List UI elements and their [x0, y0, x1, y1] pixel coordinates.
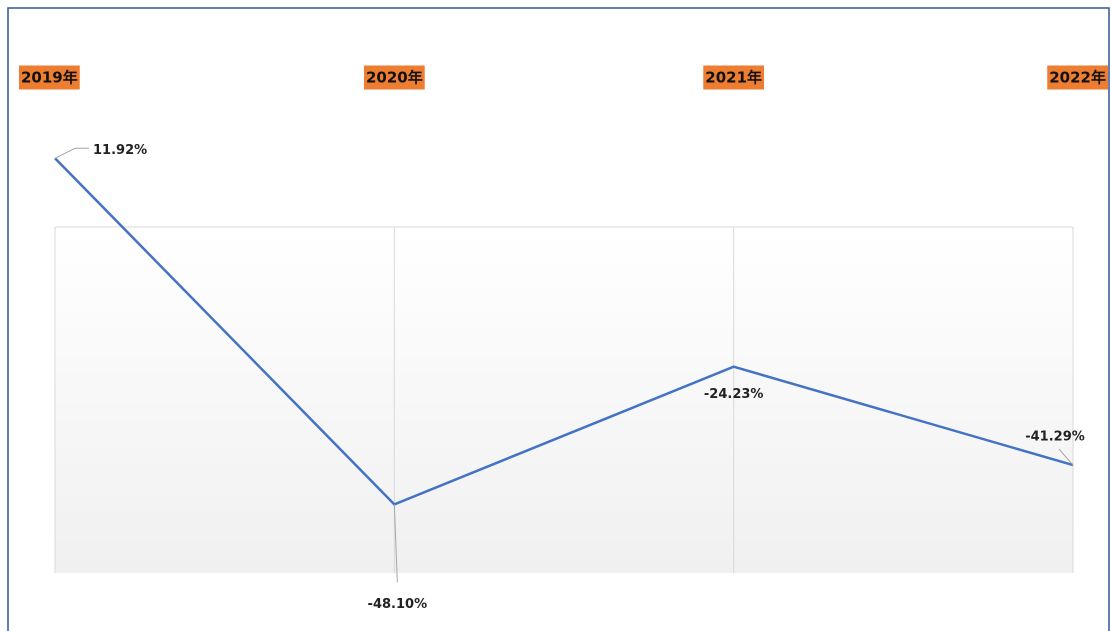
data-label: -48.10% [368, 597, 428, 612]
category-label-bg [363, 65, 425, 90]
data-label: -41.29% [1025, 430, 1085, 445]
category-label-bg [19, 65, 80, 90]
category-label: 2022年 [1049, 69, 1106, 87]
category-label-bg [703, 65, 765, 90]
frame [7, 7, 1110, 631]
category-label-bg [1047, 65, 1108, 90]
data-label: -24.23% [704, 387, 764, 402]
category-label: 2020年 [366, 69, 423, 87]
leader-line [393, 504, 398, 583]
leader-line [1058, 448, 1074, 466]
category-label: 2021年 [705, 69, 762, 87]
line [54, 157, 1074, 506]
data-label: 11.92% [93, 143, 147, 158]
leader-line [54, 147, 89, 159]
plot-background [55, 227, 1073, 573]
category-label: 2019年 [21, 69, 78, 87]
